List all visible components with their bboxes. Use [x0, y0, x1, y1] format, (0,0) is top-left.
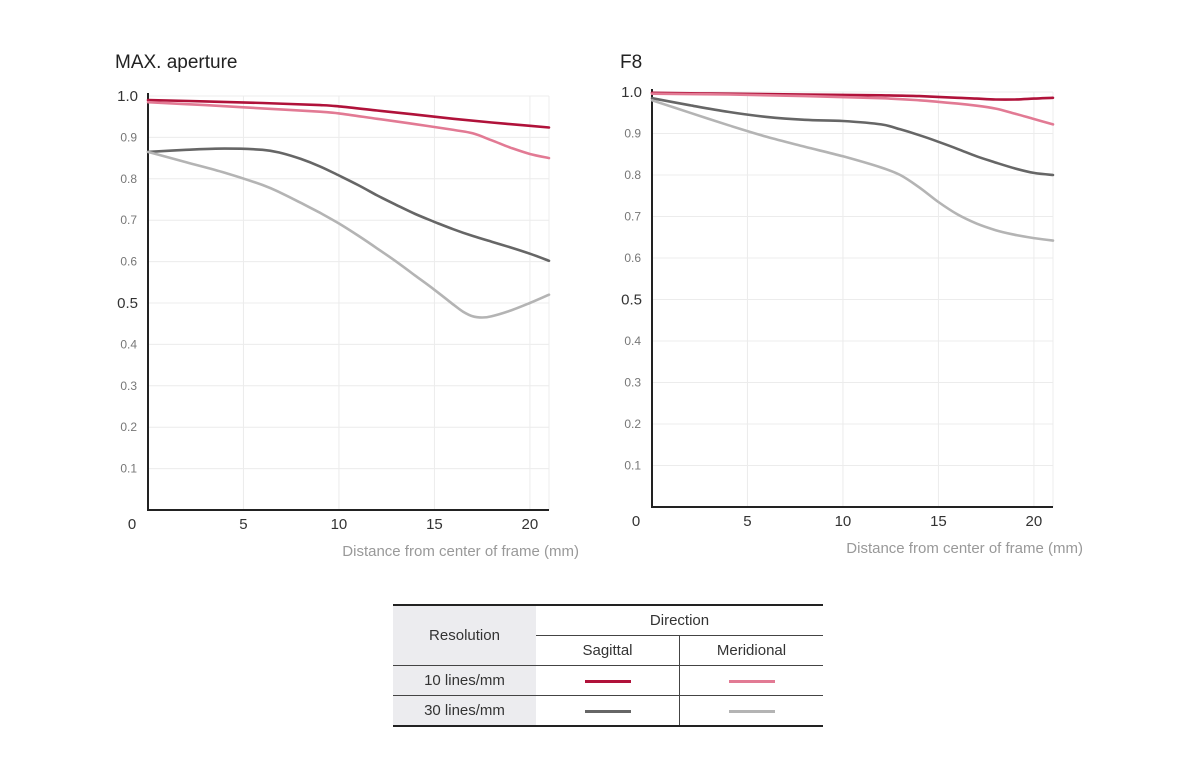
y-tick-label: 0.3: [624, 376, 641, 390]
y-tick-label: 0.9: [120, 130, 137, 144]
meridional-header: Meridional: [679, 635, 823, 666]
series-line-maxap-10-lines-mm-meridional: [146, 100, 551, 160]
legend-cell-30-meridional: [679, 695, 823, 727]
series-line-maxap-30-lines-mm-meridional: [146, 150, 551, 319]
x-tick-label: 0: [632, 513, 640, 530]
chart-title-maxap: MAX. aperture: [115, 52, 238, 73]
y-tick-label: 0.8: [120, 172, 137, 186]
y-tick-label: 0.5: [621, 292, 642, 309]
y-tick-label: 0.6: [624, 251, 641, 265]
y-tick-label: 0.4: [120, 337, 137, 351]
y-tick-label: 0.4: [624, 334, 641, 348]
series-line-maxap-30-lines-mm-sagittal: [146, 147, 551, 263]
legend-swatch-30-meridional: [728, 709, 775, 713]
x-tick-label: 10: [835, 513, 852, 530]
series-line-f8-30-lines-mm-sagittal: [650, 96, 1055, 177]
x-tick-label: 15: [930, 513, 947, 530]
legend-swatch-30-sagittal: [584, 709, 631, 713]
legend-row-label-10: 10 lines/mm: [393, 665, 536, 696]
series-line-maxap-10-lines-mm-sagittal: [146, 98, 551, 129]
sagittal-header: Sagittal: [536, 635, 680, 666]
legend-table: Resolution Direction Sagittal Meridional…: [393, 604, 823, 727]
x-tick-label: 5: [239, 516, 247, 533]
y-tick-label: 0.3: [120, 379, 137, 393]
y-tick-label: 1.0: [621, 84, 642, 101]
x-tick-label: 20: [1026, 513, 1043, 530]
y-tick-label: 0.8: [624, 168, 641, 182]
chart-title-f8: F8: [620, 52, 642, 73]
y-tick-label: 0.9: [624, 127, 641, 141]
direction-header: Direction: [536, 604, 823, 636]
y-tick-label: 0.6: [120, 255, 137, 269]
x-tick-label: 20: [522, 516, 539, 533]
y-tick-label: 1.0: [117, 88, 138, 105]
mtf-charts: MAX. aperture 1.0 0.9 0.8 0.7 0.6 0.5 0.4 0.3 0.2…: [115, 52, 1083, 560]
x-axis-label: Distance from center of frame (mm): [846, 540, 1083, 557]
series-line-f8-30-lines-mm-meridional: [650, 99, 1055, 242]
x-axis-label: Distance from center of frame (mm): [342, 543, 579, 560]
x-tick-label: 5: [743, 513, 751, 530]
x-tick-label: 10: [331, 516, 348, 533]
legend-cell-30-sagittal: [536, 695, 680, 727]
y-tick-label: 0.1: [120, 462, 137, 476]
y-tick-label: 0.1: [624, 459, 641, 473]
legend-cell-10-meridional: [679, 665, 823, 696]
y-tick-label: 0.2: [120, 420, 137, 434]
y-tick-label: 0.7: [120, 213, 137, 227]
x-tick-label: 0: [128, 516, 136, 533]
legend-cell-10-sagittal: [536, 665, 680, 696]
legend-swatch-10-sagittal: [584, 679, 631, 683]
legend-swatch-10-meridional: [728, 679, 775, 683]
legend-row-label-30: 30 lines/mm: [393, 695, 536, 727]
resolution-header: Resolution: [393, 604, 536, 666]
y-tick-label: 0.7: [624, 210, 641, 224]
series-line-f8-10-lines-mm-meridional: [650, 92, 1055, 126]
y-tick-label: 0.2: [624, 417, 641, 431]
x-tick-label: 15: [426, 516, 443, 533]
y-tick-label: 0.5: [117, 295, 138, 312]
